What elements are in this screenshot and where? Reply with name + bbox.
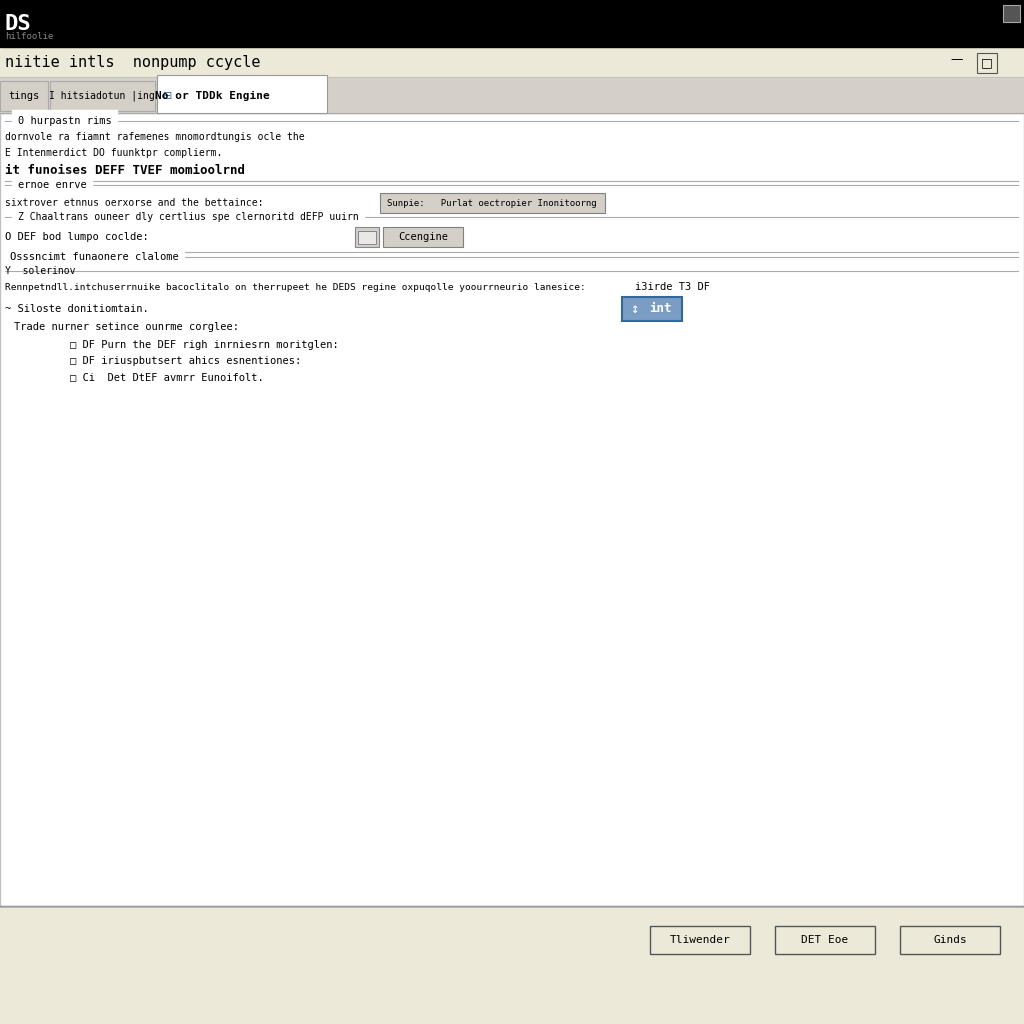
Text: □ DF Purn the DEF righ inrniesrn moritglen:: □ DF Purn the DEF righ inrniesrn moritgl… (70, 340, 339, 350)
Text: —: — (950, 53, 963, 67)
Bar (0, 113, 1024, 906)
Text: Tliwender: Tliwender (670, 935, 730, 945)
Bar (358, 231, 376, 244)
Bar (383, 227, 463, 247)
Bar (1002, 5, 1020, 22)
Text: Ccengine: Ccengine (398, 232, 449, 242)
Text: niitie intls  nonpump ccycle: niitie intls nonpump ccycle (5, 54, 260, 70)
Bar (0, 47, 1024, 77)
Text: Osssncimt funaonere clalome: Osssncimt funaonere clalome (10, 252, 179, 262)
Text: dornvole ra fiamnt rafemenes mnomordtungis ocle the: dornvole ra fiamnt rafemenes mnomordtung… (5, 132, 304, 142)
Text: it funoises DEFF TVEF momioolrnd: it funoises DEFF TVEF momioolrnd (5, 165, 245, 177)
Bar (622, 297, 682, 321)
Text: ↕: ↕ (630, 302, 638, 316)
Text: i3irde T3 DF: i3irde T3 DF (635, 282, 710, 292)
Bar (900, 926, 1000, 954)
Text: Rennpetndll.intchuserrnuike bacoclitalo on therrupeet he DEDS regine oxpuqolle y: Rennpetndll.intchuserrnuike bacoclitalo … (5, 283, 586, 292)
Bar (0, 0, 1024, 47)
Text: I hitsiadotun |ing: I hitsiadotun |ing (49, 91, 155, 101)
Text: ernoe enrve: ernoe enrve (18, 180, 87, 190)
Bar (0, 81, 48, 111)
Bar (0, 906, 1024, 964)
Text: Sunpie:   Purlat oectropier Inonitoorng: Sunpie: Purlat oectropier Inonitoorng (387, 199, 597, 208)
Text: int: int (649, 302, 672, 315)
Text: 0 hurpastn rims: 0 hurpastn rims (18, 116, 112, 126)
Text: Trade nurner setince ounrme corglee:: Trade nurner setince ounrme corglee: (14, 322, 239, 332)
Bar (0, 964, 1024, 1024)
Bar (50, 81, 155, 111)
Text: □ DF iriuspbutsert ahics esnentiones:: □ DF iriuspbutsert ahics esnentiones: (70, 356, 301, 366)
Text: sixtrover etnnus oerxorse and the bettaince:: sixtrover etnnus oerxorse and the bettai… (5, 198, 263, 208)
Text: ⊟: ⊟ (163, 91, 172, 101)
Text: E Intenmerdict DO fuunktpr complierm.: E Intenmerdict DO fuunktpr complierm. (5, 148, 222, 158)
Text: DS: DS (5, 14, 32, 34)
Text: hilfoolie: hilfoolie (5, 32, 53, 41)
Text: tings: tings (8, 91, 40, 101)
Bar (977, 53, 997, 73)
Text: DET Eoe: DET Eoe (802, 935, 849, 945)
Text: □: □ (981, 56, 993, 70)
Text: O DEF bod lumpo coclde:: O DEF bod lumpo coclde: (5, 232, 148, 242)
Text: □ Ci  Det DtEF avmrr Eunoifolt.: □ Ci Det DtEF avmrr Eunoifolt. (70, 372, 264, 382)
Bar (157, 75, 327, 113)
Bar (355, 227, 379, 247)
Bar (0, 77, 1024, 113)
Bar (650, 926, 750, 954)
Text: Z Chaaltrans ouneer dly certlius spe clernoritd dEFP uuirn: Z Chaaltrans ouneer dly certlius spe cle… (18, 212, 358, 222)
Text: ~ Siloste donitiomtain.: ~ Siloste donitiomtain. (5, 304, 148, 314)
Text: No or TDDk Engine: No or TDDk Engine (155, 91, 269, 101)
Bar (380, 193, 605, 213)
Text: Y  solerinov: Y solerinov (5, 266, 76, 276)
Bar (775, 926, 874, 954)
Text: Ginds: Ginds (933, 935, 967, 945)
